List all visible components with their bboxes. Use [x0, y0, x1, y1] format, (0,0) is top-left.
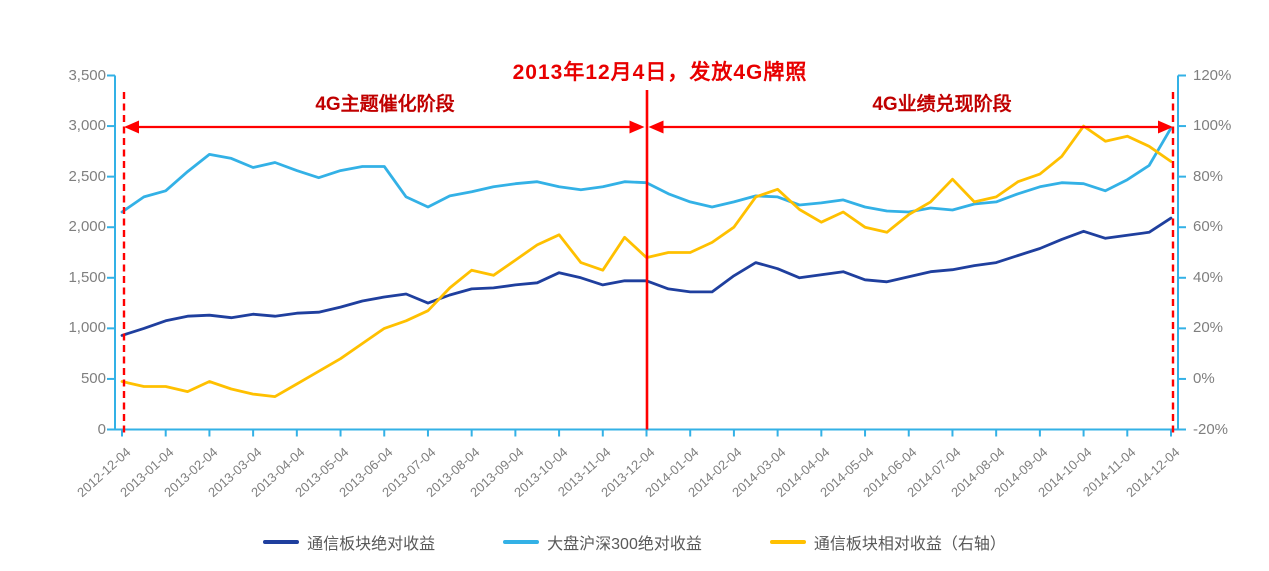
legend-item: 通信板块绝对收益: [263, 530, 435, 554]
arrowhead-right-icon: [629, 120, 645, 134]
left-axis-tick-label: 3,000: [68, 117, 106, 135]
left-axis-tick-label: 500: [80, 369, 106, 387]
arrowhead-left-icon: [124, 120, 139, 134]
arrowhead-left-icon: [648, 120, 664, 134]
left-axis-tick-label: 0: [97, 420, 106, 438]
right-axis-tick-label: -20%: [1193, 420, 1229, 438]
phase-right-label: 4G业绩兑现阶段: [872, 94, 1012, 115]
right-axis-tick-label: 20%: [1193, 319, 1224, 337]
left-axis-tick-label: 2,000: [68, 218, 106, 236]
legend-item: 通信板块相对收益（右轴）: [769, 530, 1006, 554]
left-axis-tick-label: 3,500: [68, 66, 106, 84]
legend-line-swatch-icon: [263, 540, 300, 544]
left-axis-tick-label: 1,000: [68, 319, 106, 337]
right-axis-tick-label: 120%: [1193, 66, 1232, 84]
legend-item-label: 通信板块相对收益（右轴）: [813, 536, 1006, 553]
legend-item-label: 大盘沪深300绝对收益: [547, 536, 702, 553]
legend-item: 大盘沪深300绝对收益: [503, 530, 702, 554]
legend-item-label: 通信板块绝对收益: [307, 536, 436, 553]
right-axis-tick-label: 60%: [1193, 218, 1224, 236]
left-axis-tick-label: 1,500: [68, 268, 106, 286]
legend-line-swatch-icon: [769, 540, 806, 544]
left-axis-tick-label: 2,500: [68, 167, 106, 185]
legend: 通信板块绝对收益 大盘沪深300绝对收益 通信板块相对收益（右轴）: [0, 530, 1269, 554]
legend-line-swatch-icon: [503, 540, 540, 544]
right-axis-tick-label: 0%: [1193, 369, 1215, 387]
phase-left-label: 4G主题催化阶段: [315, 94, 455, 115]
license-event-annotation: 2013年12月4日，发放4G牌照: [512, 61, 808, 84]
arrowhead-right-icon: [1158, 120, 1173, 134]
right-axis-tick-label: 40%: [1193, 268, 1224, 286]
right-axis-tick-label: 100%: [1193, 117, 1232, 135]
right-axis-tick-label: 80%: [1193, 167, 1224, 185]
